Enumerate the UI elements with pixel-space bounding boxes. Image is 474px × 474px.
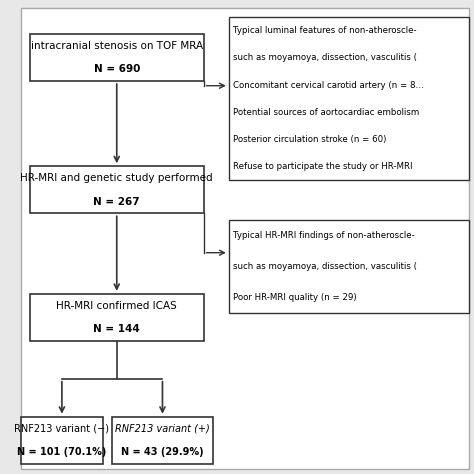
Text: N = 43 (29.9%): N = 43 (29.9%) — [121, 447, 204, 457]
FancyBboxPatch shape — [30, 166, 204, 213]
FancyBboxPatch shape — [21, 8, 469, 469]
FancyBboxPatch shape — [229, 17, 469, 180]
Text: HR-MRI and genetic study performed: HR-MRI and genetic study performed — [20, 173, 213, 183]
Text: intracranial stenosis on TOF MRA: intracranial stenosis on TOF MRA — [31, 41, 203, 51]
FancyBboxPatch shape — [30, 294, 204, 341]
Text: N = 101 (70.1%): N = 101 (70.1%) — [17, 447, 107, 457]
Text: such as moyamoya, dissection, vasculitis (: such as moyamoya, dissection, vasculitis… — [233, 54, 417, 63]
FancyBboxPatch shape — [229, 220, 469, 313]
Text: N = 144: N = 144 — [93, 324, 140, 334]
Text: Posterior circulation stroke (n = 60): Posterior circulation stroke (n = 60) — [233, 135, 387, 144]
Text: such as moyamoya, dissection, vasculitis (: such as moyamoya, dissection, vasculitis… — [233, 262, 417, 271]
Text: N = 690: N = 690 — [93, 64, 140, 74]
Text: Typical HR-MRI findings of non-atheroscle-: Typical HR-MRI findings of non-atheroscl… — [233, 231, 415, 240]
FancyBboxPatch shape — [21, 417, 103, 464]
Text: Poor HR-MRI quality (n = 29): Poor HR-MRI quality (n = 29) — [233, 293, 357, 302]
Text: RNF213 variant (−): RNF213 variant (−) — [14, 423, 109, 433]
Text: Concomitant cervical carotid artery (n = 8…: Concomitant cervical carotid artery (n =… — [233, 81, 424, 90]
Text: RNF213 variant (+): RNF213 variant (+) — [115, 423, 210, 433]
Text: Potential sources of aortocardiac embolism: Potential sources of aortocardiac emboli… — [233, 108, 419, 117]
FancyBboxPatch shape — [30, 34, 204, 81]
Text: Typical luminal features of non-atheroscle-: Typical luminal features of non-atherosc… — [233, 27, 417, 36]
Text: N = 267: N = 267 — [93, 197, 140, 207]
Text: HR-MRI confirmed ICAS: HR-MRI confirmed ICAS — [56, 301, 177, 310]
FancyBboxPatch shape — [112, 417, 213, 464]
Text: Refuse to participate the study or HR-MRI: Refuse to participate the study or HR-MR… — [233, 162, 413, 171]
